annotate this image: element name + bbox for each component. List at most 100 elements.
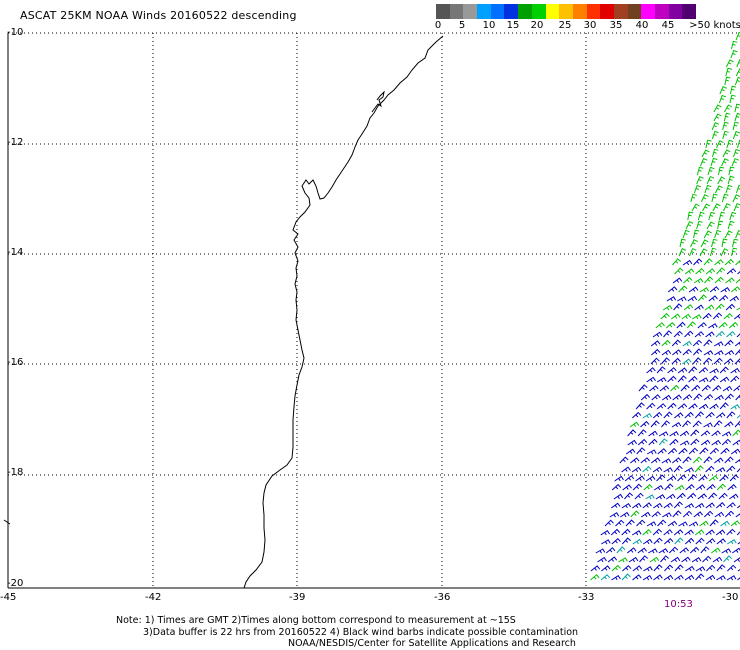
wind-barb	[730, 404, 740, 410]
wind-barb	[643, 538, 653, 545]
wind-barb	[656, 366, 666, 374]
wind-barb	[703, 422, 713, 428]
wind-barb	[736, 333, 740, 338]
wind-barb	[658, 431, 669, 437]
wind-barb	[658, 438, 668, 446]
wind-barb	[650, 420, 660, 428]
lon-tick-minus45: -45	[0, 592, 17, 603]
wind-barb	[710, 157, 718, 167]
wind-barb	[601, 539, 611, 545]
colorbar-swatch	[641, 4, 655, 19]
colorbar-label-40: 40	[635, 20, 649, 31]
wind-barb	[661, 349, 672, 356]
wind-barb	[650, 340, 661, 347]
wind-barb	[663, 574, 674, 581]
wind-barb	[705, 465, 715, 473]
wind-barb	[718, 211, 726, 221]
wind-barb	[721, 431, 732, 437]
wind-barb	[660, 312, 670, 320]
coastline	[243, 35, 444, 589]
wind-barb	[720, 520, 730, 527]
wind-barb	[671, 457, 682, 464]
wind-barb	[726, 268, 737, 275]
wind-barb	[728, 321, 739, 329]
wind-barb	[657, 448, 667, 455]
wind-barb	[716, 483, 726, 491]
wind-barb	[653, 485, 664, 491]
wind-barb	[718, 94, 727, 104]
wind-barb	[673, 303, 683, 311]
wind-barb	[718, 492, 728, 500]
wind-barb	[714, 457, 724, 464]
wind-barb	[687, 295, 698, 302]
wind-barb	[726, 575, 737, 581]
wind-barb	[673, 330, 683, 338]
wind-barb	[674, 564, 684, 572]
wind-barb	[648, 430, 658, 437]
wind-barb	[694, 331, 705, 338]
wind-barb	[717, 220, 724, 230]
wind-barb	[677, 403, 688, 410]
wind-barb	[718, 294, 729, 302]
wind-barb	[635, 402, 645, 410]
wind-barb	[683, 304, 694, 311]
wind-barb	[688, 286, 699, 293]
wind-barb	[679, 440, 690, 446]
wind-barb	[684, 529, 694, 536]
colorbar-swatch	[449, 4, 464, 19]
wind-barb	[722, 130, 729, 140]
wind-barb	[614, 475, 624, 482]
wind-barb	[714, 259, 724, 266]
wind-barb	[734, 358, 740, 365]
colorbar-swatch	[477, 4, 491, 19]
wind-barb	[696, 220, 703, 230]
wind-barb	[621, 503, 632, 509]
wind-barb	[664, 564, 674, 572]
wind-barb	[682, 348, 692, 356]
lon-tick-minus33: -33	[578, 592, 595, 603]
wind-barb	[661, 458, 672, 464]
wind-barb	[715, 140, 724, 149]
wind-barb	[619, 456, 629, 464]
wind-barb	[731, 247, 738, 257]
wind-barb	[719, 402, 729, 410]
wind-barb	[711, 130, 719, 140]
wind-barb	[693, 229, 700, 239]
wind-barb	[651, 394, 661, 401]
wind-barb	[676, 321, 686, 329]
wind-barb	[703, 258, 713, 266]
wind-barb	[684, 537, 695, 545]
wind-barb	[653, 564, 663, 572]
wind-barb	[673, 501, 683, 509]
wind-barb	[723, 555, 733, 563]
wind-barb	[684, 467, 694, 473]
wind-barb	[642, 465, 652, 473]
wind-barb	[642, 502, 652, 509]
lat-tick-minus20: -20	[7, 578, 24, 589]
wind-barb	[704, 304, 715, 311]
wind-barb	[727, 564, 737, 572]
wind-barb	[653, 574, 663, 581]
colorbar-label-15: 15	[506, 20, 520, 31]
wind-barb	[688, 366, 698, 374]
wind-barb	[685, 221, 694, 230]
wind-barb	[646, 376, 656, 383]
wind-barb	[731, 157, 739, 167]
wind-barb	[681, 313, 692, 320]
colorbar-swatch	[518, 4, 532, 19]
wind-barb	[639, 555, 649, 563]
wind-barb	[652, 331, 663, 338]
wind-barb	[653, 537, 663, 545]
wind-barb	[657, 519, 667, 527]
wind-barb	[719, 474, 729, 482]
wind-barb	[708, 475, 719, 482]
wind-barb	[666, 493, 676, 500]
wind-barb	[661, 357, 670, 365]
wind-barb	[720, 248, 729, 257]
wind-barb	[641, 511, 651, 518]
wind-barb	[724, 230, 733, 239]
wind-barb	[682, 510, 693, 518]
wind-barb	[733, 313, 740, 320]
pass-timestamp: 10:53	[664, 599, 693, 610]
wind-barb	[711, 430, 721, 437]
